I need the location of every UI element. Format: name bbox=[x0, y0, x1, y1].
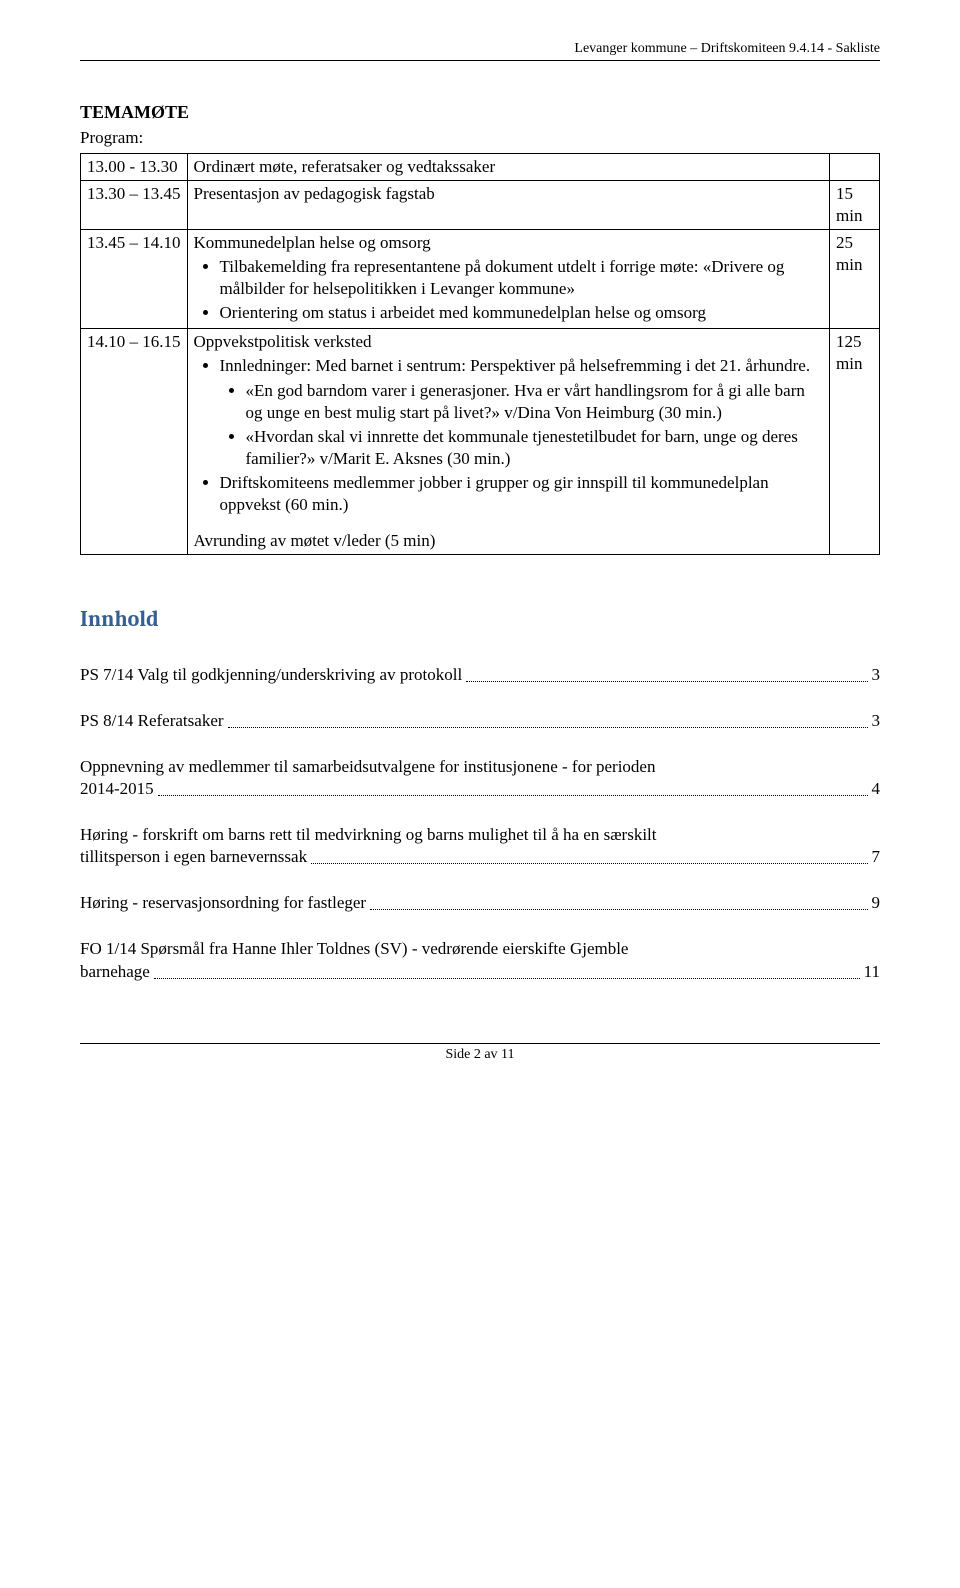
toc-page: 3 bbox=[872, 664, 881, 686]
toc-title: Innhold bbox=[80, 605, 880, 634]
list-item: Driftskomiteens medlemmer jobber i grupp… bbox=[220, 472, 824, 516]
toc-page: 3 bbox=[872, 710, 881, 732]
cell-duration: 125 min bbox=[830, 329, 880, 555]
row-heading: Oppvekstpolitisk verksted bbox=[194, 332, 372, 351]
toc-text: Høring - reservasjonsordning for fastleg… bbox=[80, 892, 366, 914]
list-item: Tilbakemelding fra representantene på do… bbox=[220, 256, 824, 300]
cell-time: 14.10 – 16.15 bbox=[81, 329, 188, 555]
toc-page: 7 bbox=[872, 846, 881, 868]
toc-page: 11 bbox=[864, 961, 880, 983]
toc-entry: Høring - forskrift om barns rett til med… bbox=[80, 824, 880, 868]
toc-text-line1: Oppnevning av medlemmer til samarbeidsut… bbox=[80, 756, 880, 778]
toc-page: 4 bbox=[872, 778, 881, 800]
page-footer: Side 2 av 11 bbox=[80, 1043, 880, 1064]
toc-entry: PS 8/14 Referatsaker 3 bbox=[80, 710, 880, 732]
cell-content: Presentasjon av pedagogisk fagstab bbox=[187, 180, 830, 229]
cell-duration: 15 min bbox=[830, 180, 880, 229]
table-row: 14.10 – 16.15 Oppvekstpolitisk verksted … bbox=[81, 329, 880, 555]
toc-text-line2: tillitsperson i egen barnevernssak bbox=[80, 846, 307, 868]
toc-text-line2: 2014-2015 bbox=[80, 778, 154, 800]
header-text: Levanger kommune – Driftskomiteen 9.4.14… bbox=[574, 41, 880, 56]
row-heading: Kommunedelplan helse og omsorg bbox=[194, 233, 431, 252]
bullet-list: Tilbakemelding fra representantene på do… bbox=[220, 256, 824, 324]
table-row: 13.30 – 13.45 Presentasjon av pedagogisk… bbox=[81, 180, 880, 229]
intro-text: Innledninger: Med barnet i sentrum: Pers… bbox=[220, 356, 811, 375]
toc-leader-dots bbox=[154, 962, 860, 979]
toc-text-line1: FO 1/14 Spørsmål fra Hanne Ihler Toldnes… bbox=[80, 938, 880, 960]
table-row: 13.45 – 14.10 Kommunedelplan helse og om… bbox=[81, 229, 880, 328]
list-item: Innledninger: Med barnet i sentrum: Pers… bbox=[220, 355, 824, 469]
cell-content: Oppvekstpolitisk verksted Innledninger: … bbox=[187, 329, 830, 555]
cell-duration: 25 min bbox=[830, 229, 880, 328]
program-label: Program: bbox=[80, 127, 880, 149]
section-title: TEMAMØTE bbox=[80, 101, 880, 124]
toc-leader-dots bbox=[311, 847, 867, 864]
cell-time: 13.00 - 13.30 bbox=[81, 153, 188, 180]
toc-text-line2: barnehage bbox=[80, 961, 150, 983]
list-item: «En god barndom varer i generasjoner. Hv… bbox=[246, 380, 824, 424]
page-header: Levanger kommune – Driftskomiteen 9.4.14… bbox=[80, 40, 880, 61]
toc-page: 9 bbox=[872, 892, 881, 914]
toc-entry: Høring - reservasjonsordning for fastleg… bbox=[80, 892, 880, 914]
sub-bullet-list: «En god barndom varer i generasjoner. Hv… bbox=[246, 380, 824, 470]
toc-leader-dots bbox=[466, 665, 867, 682]
toc-text: PS 8/14 Referatsaker bbox=[80, 710, 224, 732]
cell-content: Kommunedelplan helse og omsorg Tilbakeme… bbox=[187, 229, 830, 328]
toc-leader-dots bbox=[228, 711, 868, 728]
toc-text-line1: Høring - forskrift om barns rett til med… bbox=[80, 824, 880, 846]
bullet-list: Innledninger: Med barnet i sentrum: Pers… bbox=[220, 355, 824, 516]
closing-line: Avrunding av møtet v/leder (5 min) bbox=[194, 530, 824, 552]
table-row: 13.00 - 13.30 Ordinært møte, referatsake… bbox=[81, 153, 880, 180]
footer-text: Side 2 av 11 bbox=[445, 1047, 514, 1062]
cell-time: 13.30 – 13.45 bbox=[81, 180, 188, 229]
toc-entry: FO 1/14 Spørsmål fra Hanne Ihler Toldnes… bbox=[80, 938, 880, 982]
toc-text: PS 7/14 Valg til godkjenning/underskrivi… bbox=[80, 664, 462, 686]
toc-leader-dots bbox=[370, 893, 867, 910]
toc-entry: PS 7/14 Valg til godkjenning/underskrivi… bbox=[80, 664, 880, 686]
list-item: «Hvordan skal vi innrette det kommunale … bbox=[246, 426, 824, 470]
schedule-table: 13.00 - 13.30 Ordinært møte, referatsake… bbox=[80, 153, 880, 556]
cell-time: 13.45 – 14.10 bbox=[81, 229, 188, 328]
toc-leader-dots bbox=[158, 779, 868, 796]
cell-duration bbox=[830, 153, 880, 180]
toc-entry: Oppnevning av medlemmer til samarbeidsut… bbox=[80, 756, 880, 800]
list-item: Orientering om status i arbeidet med kom… bbox=[220, 302, 824, 324]
cell-content: Ordinært møte, referatsaker og vedtakssa… bbox=[187, 153, 830, 180]
